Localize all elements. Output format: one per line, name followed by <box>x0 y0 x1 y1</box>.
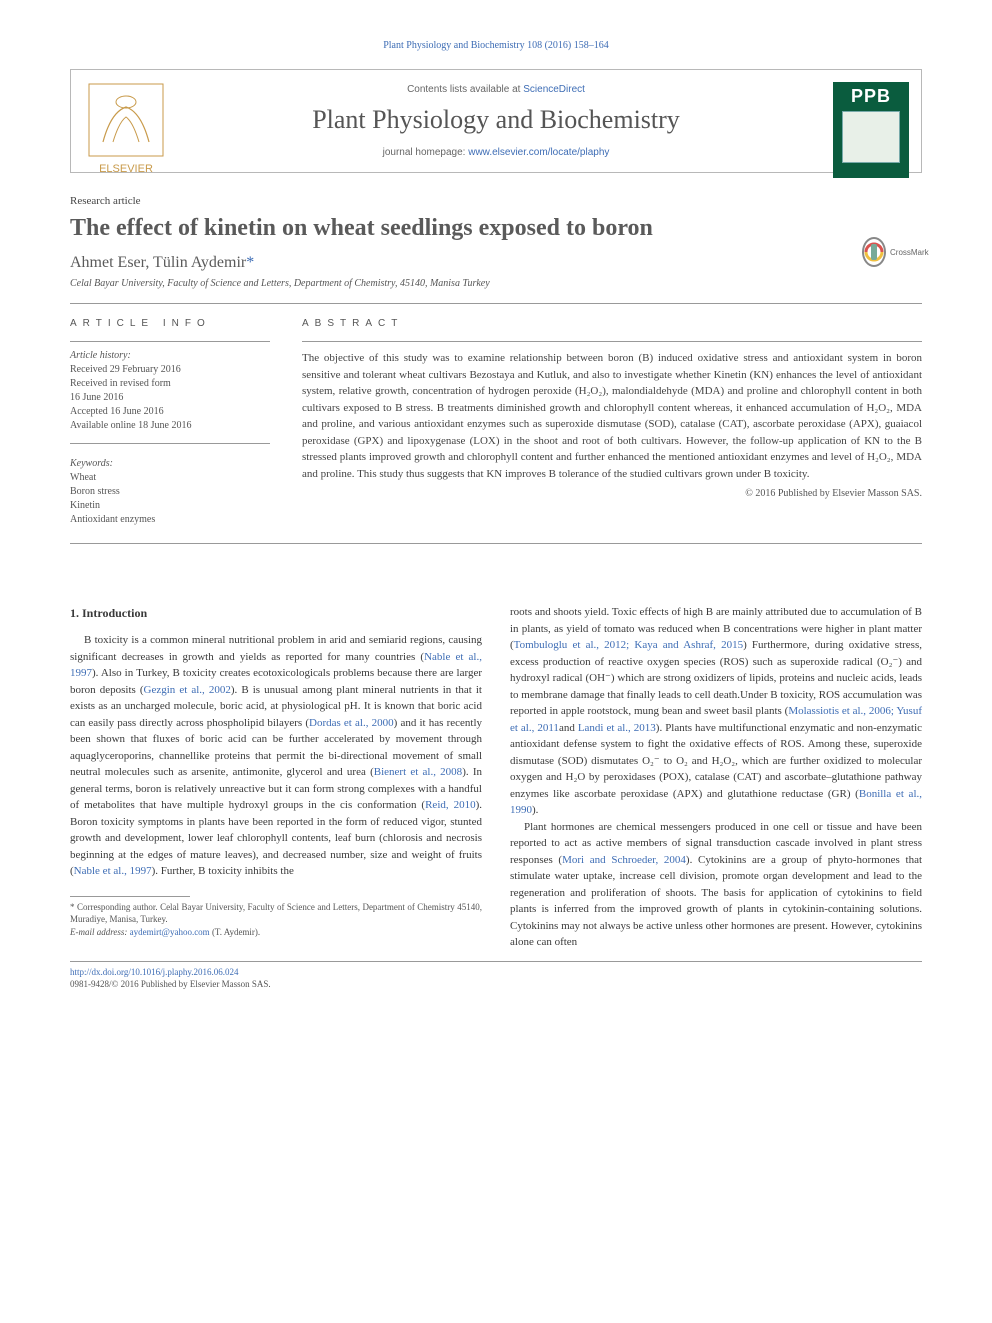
citation-link[interactable]: Mori and Schroeder, 2004 <box>562 854 686 866</box>
history-item: 16 June 2016 <box>70 391 270 405</box>
affiliation: Celal Bayar University, Faculty of Scien… <box>70 278 922 289</box>
section-heading-intro: 1. Introduction <box>70 604 482 622</box>
issn-copyright: 0981-9428/© 2016 Published by Elsevier M… <box>70 979 271 989</box>
crossmark-badge[interactable]: CrossMark <box>862 234 922 270</box>
keyword: Kinetin <box>70 499 270 513</box>
doi-link[interactable]: http://dx.doi.org/10.1016/j.plaphy.2016.… <box>70 967 239 977</box>
authors-text: Ahmet Eser, Tülin Aydemir <box>70 254 246 271</box>
keyword: Boron stress <box>70 485 270 499</box>
body-col-right: roots and shoots yield. Toxic effects of… <box>510 604 922 951</box>
footnote-rule <box>70 896 190 897</box>
history-item: Available online 18 June 2016 <box>70 419 270 433</box>
contents-prefix: Contents lists available at <box>407 84 523 95</box>
citation-link[interactable]: Dordas et al., 2000 <box>309 717 394 729</box>
journal-cover-thumb: PPB <box>833 82 909 178</box>
body-columns: 1. Introduction B toxicity is a common m… <box>70 604 922 951</box>
authors-line: Ahmet Eser, Tülin Aydemir* <box>70 254 922 272</box>
keyword: Antioxidant enzymes <box>70 513 270 527</box>
sciencedirect-link[interactable]: ScienceDirect <box>523 84 585 95</box>
doi-block: http://dx.doi.org/10.1016/j.plaphy.2016.… <box>70 966 922 991</box>
keywords-label: Keywords: <box>70 458 270 469</box>
body-paragraph: Plant hormones are chemical messengers p… <box>510 819 922 951</box>
crossmark-icon <box>862 237 886 267</box>
body-paragraph: roots and shoots yield. Toxic effects of… <box>510 604 922 819</box>
email-suffix: (T. Aydemir). <box>210 927 261 937</box>
abstract-rule <box>302 341 922 342</box>
history-item: Received in revised form <box>70 377 270 391</box>
body-paragraph: B toxicity is a common mineral nutrition… <box>70 632 482 880</box>
corresponding-asterisk: * <box>246 254 254 271</box>
running-head: Plant Physiology and Biochemistry 108 (2… <box>70 40 922 51</box>
elsevier-logo: ELSEVIER <box>83 82 169 178</box>
citation-link[interactable]: Bienert et al., 2008 <box>374 766 462 778</box>
article-info-block: ARTICLE INFO Article history: Received 2… <box>70 318 270 527</box>
rule-mid <box>70 543 922 544</box>
info-abstract-row: ARTICLE INFO Article history: Received 2… <box>70 304 922 543</box>
history-item: Received 29 February 2016 <box>70 363 270 377</box>
article-title: The effect of kinetin on wheat seedlings… <box>70 213 922 244</box>
body-col-left: 1. Introduction B toxicity is a common m… <box>70 604 482 951</box>
info-rule-1 <box>70 341 270 342</box>
abstract-heading: ABSTRACT <box>302 318 922 329</box>
journal-title: Plant Physiology and Biochemistry <box>181 105 811 135</box>
email-footnote: E-mail address: aydemirt@yahoo.com (T. A… <box>70 926 482 939</box>
citation-link[interactable]: Reid, 2010 <box>425 799 475 811</box>
article-info-heading: ARTICLE INFO <box>70 318 270 329</box>
journal-homepage-link[interactable]: www.elsevier.com/locate/plaphy <box>468 147 609 158</box>
abstract-copyright: © 2016 Published by Elsevier Masson SAS. <box>302 488 922 499</box>
corresponding-footnote: * Corresponding author. Celal Bayar Univ… <box>70 901 482 926</box>
citation-link[interactable]: Nable et al., 1997 <box>74 865 152 877</box>
citation-link[interactable]: Gezgin et al., 2002 <box>144 684 231 696</box>
homepage-prefix: journal homepage: <box>383 147 469 158</box>
abstract-block: ABSTRACT The objective of this study was… <box>302 318 922 527</box>
abstract-text: The objective of this study was to exami… <box>302 350 922 482</box>
rule-bottom <box>70 961 922 962</box>
journal-cover-abbrev: PPB <box>851 86 891 107</box>
crossmark-label: CrossMark <box>890 248 929 257</box>
citation-link[interactable]: Landi et al., 2013 <box>578 722 656 734</box>
citation-link[interactable]: Tombuloglu et al., 2012; Kaya and Ashraf… <box>514 639 743 651</box>
history-label: Article history: <box>70 350 270 361</box>
cover-image-placeholder <box>842 111 900 163</box>
info-rule-2 <box>70 443 270 444</box>
history-item: Accepted 16 June 2016 <box>70 405 270 419</box>
email-link[interactable]: aydemirt@yahoo.com <box>130 927 210 937</box>
elsevier-wordmark: ELSEVIER <box>99 163 153 175</box>
journal-homepage-line: journal homepage: www.elsevier.com/locat… <box>181 147 811 158</box>
contents-available-line: Contents lists available at ScienceDirec… <box>181 84 811 95</box>
journal-header-box: ELSEVIER PPB Contents lists available at… <box>70 69 922 173</box>
article-type: Research article <box>70 195 922 207</box>
keyword: Wheat <box>70 471 270 485</box>
email-label: E-mail address: <box>70 927 130 937</box>
